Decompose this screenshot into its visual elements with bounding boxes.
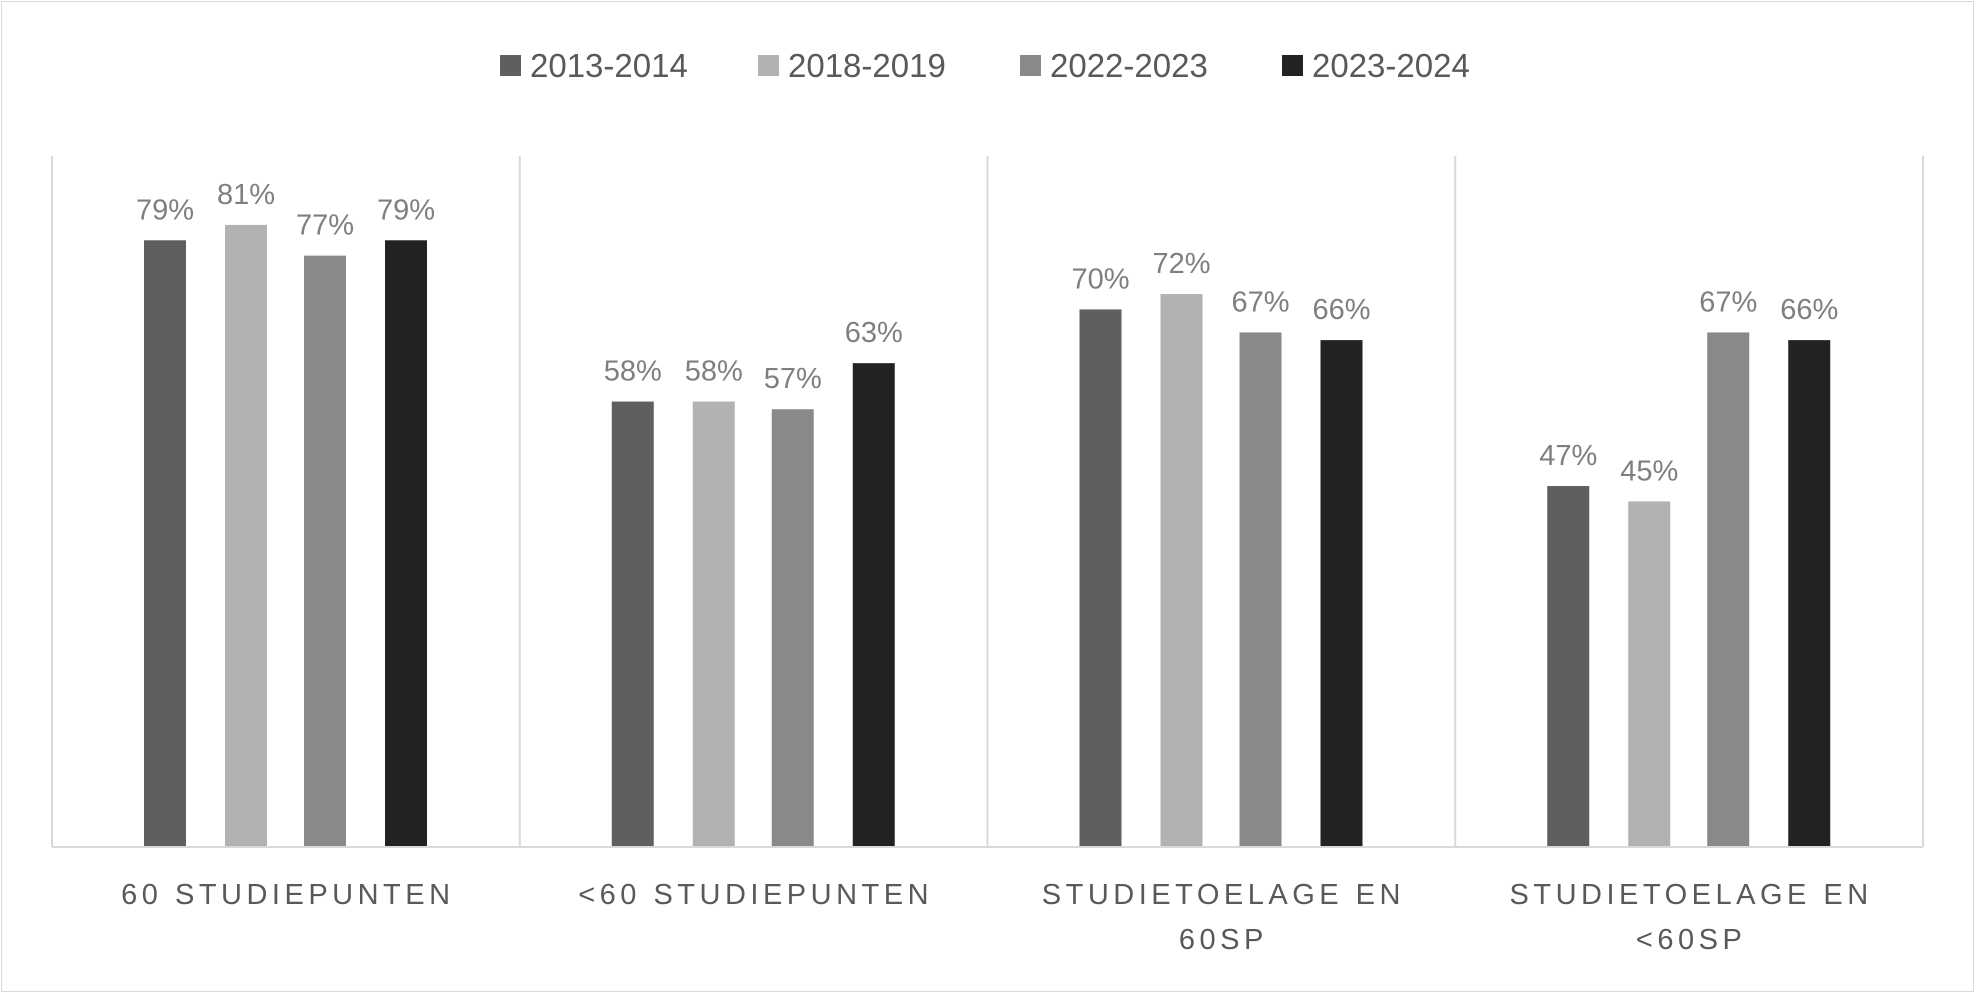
legend-label: 2013-2014 — [530, 47, 688, 84]
data-label: 67% — [1699, 286, 1757, 318]
bar — [692, 401, 735, 847]
data-label: 67% — [1231, 286, 1289, 318]
data-label: 70% — [1071, 263, 1129, 295]
legend-swatch — [1282, 55, 1303, 76]
bar — [1628, 501, 1671, 847]
bar — [385, 240, 427, 847]
bar — [611, 401, 654, 847]
data-label: 63% — [845, 317, 903, 349]
data-label: 81% — [217, 179, 275, 211]
data-label: 58% — [604, 356, 662, 388]
legend-swatch — [500, 55, 521, 76]
bar — [1707, 332, 1750, 847]
bar — [304, 255, 346, 847]
legend-swatch — [758, 55, 779, 76]
bar — [1788, 340, 1831, 847]
bar — [1320, 340, 1363, 847]
category-label: <60 STUDIEPUNTEN — [578, 879, 933, 911]
data-label: 45% — [1620, 455, 1678, 487]
data-label: 58% — [685, 356, 743, 388]
legend-swatch — [1020, 55, 1041, 76]
bar — [225, 224, 267, 848]
bar — [771, 409, 814, 847]
bar — [1160, 294, 1203, 847]
bar — [1079, 309, 1122, 847]
bar — [144, 240, 186, 847]
category-label: <60SP — [1636, 924, 1746, 956]
bar — [852, 363, 895, 847]
data-label: 79% — [377, 194, 435, 226]
data-label: 72% — [1152, 248, 1210, 280]
legend-label: 2018-2019 — [788, 47, 946, 84]
category-label: 60SP — [1179, 924, 1268, 956]
data-label: 57% — [764, 363, 822, 395]
category-label: STUDIETOELAGE EN — [1510, 879, 1873, 911]
legend-label: 2022-2023 — [1050, 47, 1208, 84]
category-label: STUDIETOELAGE EN — [1042, 879, 1405, 911]
data-label: 77% — [296, 210, 354, 242]
bar — [1239, 332, 1282, 847]
legend-label: 2023-2024 — [1312, 47, 1470, 84]
bar — [1547, 486, 1590, 847]
data-label: 79% — [136, 194, 194, 226]
data-label: 66% — [1312, 294, 1370, 326]
data-label: 66% — [1780, 294, 1838, 326]
data-label: 47% — [1539, 440, 1597, 472]
category-label: 60 STUDIEPUNTEN — [121, 879, 454, 911]
